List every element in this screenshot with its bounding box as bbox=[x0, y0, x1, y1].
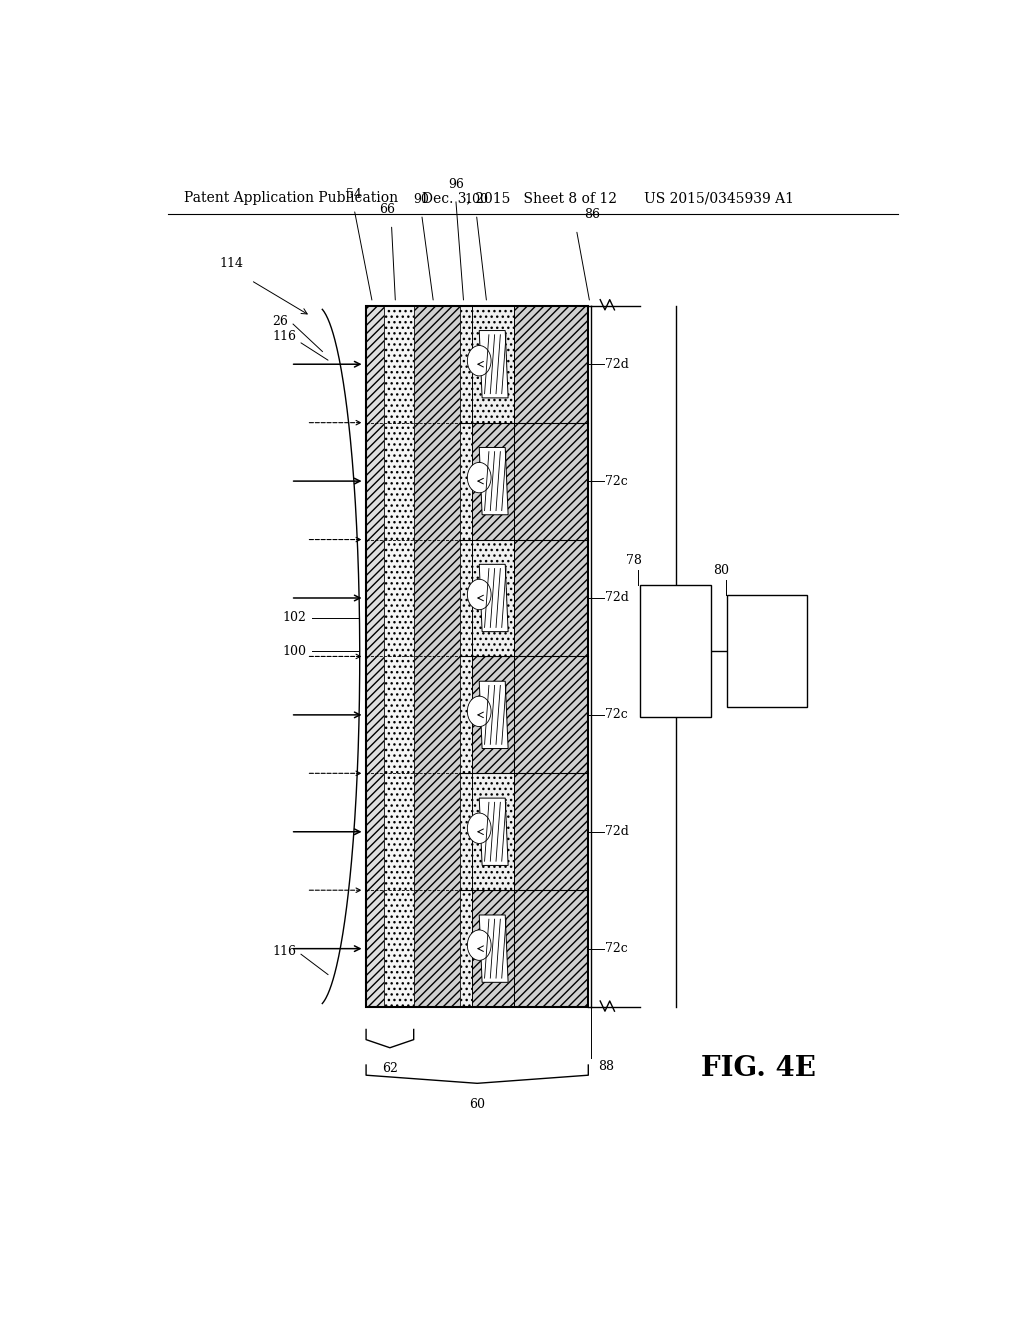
Bar bbox=[727, 595, 807, 708]
Text: 100: 100 bbox=[283, 645, 306, 657]
Text: 72d: 72d bbox=[605, 825, 629, 838]
Text: 100: 100 bbox=[465, 193, 488, 206]
Text: 80: 80 bbox=[713, 564, 729, 577]
Polygon shape bbox=[479, 330, 508, 397]
Circle shape bbox=[467, 346, 492, 376]
Text: 66: 66 bbox=[380, 203, 395, 216]
Text: 26: 26 bbox=[272, 314, 289, 327]
Polygon shape bbox=[479, 799, 508, 866]
Bar bbox=[514, 306, 588, 1007]
Text: Patent Application Publication: Patent Application Publication bbox=[183, 191, 397, 205]
Bar bbox=[367, 306, 384, 1007]
Text: Dec. 3, 2015   Sheet 8 of 12: Dec. 3, 2015 Sheet 8 of 12 bbox=[422, 191, 616, 205]
Polygon shape bbox=[479, 565, 508, 632]
Text: Power
Source: Power Source bbox=[753, 631, 781, 672]
Bar bbox=[414, 306, 460, 1007]
Text: 116: 116 bbox=[272, 945, 296, 958]
Bar bbox=[460, 306, 472, 1007]
Circle shape bbox=[467, 931, 492, 961]
Text: 90: 90 bbox=[414, 193, 430, 206]
Bar bbox=[472, 890, 514, 1007]
Bar bbox=[472, 422, 514, 540]
Text: US 2015/0345939 A1: US 2015/0345939 A1 bbox=[644, 191, 794, 205]
Text: 78: 78 bbox=[626, 554, 641, 568]
Text: 54: 54 bbox=[346, 187, 362, 201]
Text: 102: 102 bbox=[283, 611, 306, 624]
Text: 86: 86 bbox=[585, 209, 600, 222]
Circle shape bbox=[467, 579, 492, 610]
Text: 72d: 72d bbox=[605, 591, 629, 605]
Text: 72d: 72d bbox=[605, 358, 629, 371]
Circle shape bbox=[467, 696, 492, 726]
Text: 88: 88 bbox=[598, 1060, 613, 1073]
Bar bbox=[472, 774, 514, 890]
Bar bbox=[384, 306, 414, 1007]
Polygon shape bbox=[479, 447, 508, 515]
Circle shape bbox=[467, 813, 492, 843]
Text: 116: 116 bbox=[272, 330, 296, 343]
Bar bbox=[472, 540, 514, 656]
Text: 114: 114 bbox=[219, 257, 243, 271]
Polygon shape bbox=[479, 915, 508, 982]
Text: FIG. 4E: FIG. 4E bbox=[701, 1055, 816, 1081]
Text: 72c: 72c bbox=[605, 475, 628, 487]
Text: 60: 60 bbox=[469, 1097, 485, 1110]
Text: 96: 96 bbox=[447, 178, 464, 191]
Polygon shape bbox=[479, 681, 508, 748]
Bar bbox=[640, 585, 712, 718]
Text: Controller: Controller bbox=[669, 620, 682, 682]
Bar bbox=[472, 656, 514, 774]
Bar bbox=[472, 306, 514, 422]
Text: 62: 62 bbox=[382, 1063, 398, 1074]
Circle shape bbox=[467, 462, 492, 492]
Text: 72c: 72c bbox=[605, 942, 628, 956]
Bar bbox=[367, 306, 588, 1007]
Text: 72c: 72c bbox=[605, 709, 628, 721]
